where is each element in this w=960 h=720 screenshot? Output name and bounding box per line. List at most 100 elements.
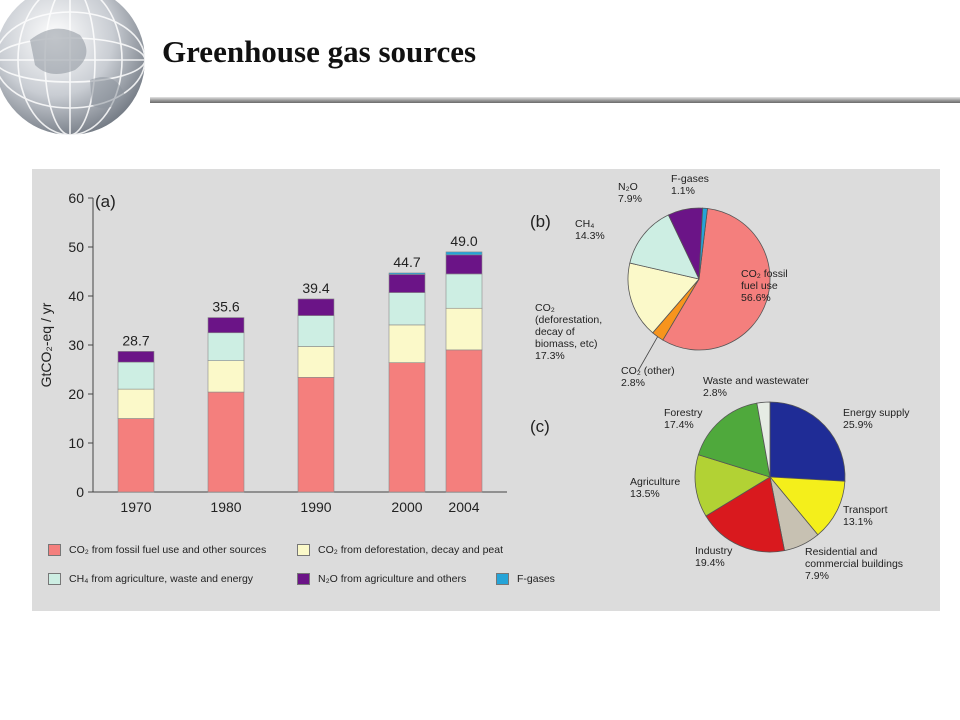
- panel-label-c: (c): [530, 417, 550, 436]
- y-tick-label: 50: [68, 239, 84, 255]
- pie-slice: [662, 208, 771, 351]
- pie-slice-value: 56.6%: [741, 292, 771, 304]
- pie-slice-value: 13.5%: [630, 488, 660, 500]
- pie-slice-label: commercial buildings: [805, 558, 903, 570]
- pie-slice-value: 17.4%: [664, 419, 694, 431]
- legend-label: CO₂ from deforestation, decay and peat: [318, 544, 504, 556]
- bar-segment: [207, 391, 245, 493]
- y-tick-label: 60: [68, 190, 84, 206]
- globe-logo: [0, 0, 146, 136]
- figure-panel: 0 10 20 30 40 50 60 (a) GtCO₂-eq / yr 28.7 1970 35.…: [32, 169, 940, 611]
- pie-slice-value: 2.8%: [703, 387, 727, 399]
- pie-slice-value: 7.9%: [618, 193, 642, 205]
- legend-label: CO₂ from fossil fuel use and other sourc…: [69, 544, 267, 556]
- pie-slice-value: 7.9%: [805, 570, 829, 582]
- legend-swatch: [496, 573, 509, 585]
- bar-segment: [117, 388, 155, 419]
- y-tick-label: 20: [68, 386, 84, 402]
- y-tick-label: 10: [68, 435, 84, 451]
- bar-chart: 0 10 20 30 40 50 60 (a) GtCO₂-eq / yr 28.7 1970 35.…: [38, 190, 507, 515]
- legend-item: F-gases: [496, 573, 555, 585]
- y-axis-label: GtCO₂-eq / yr: [38, 302, 54, 387]
- slide-title: Greenhouse gas sources: [162, 34, 477, 69]
- legend-item: CH₄ from agriculture, waste and energy: [48, 573, 253, 585]
- legend-label: N₂O from agriculture and others: [318, 573, 467, 585]
- pie-slice: [697, 402, 771, 478]
- bar-total-label: 39.4: [302, 280, 329, 296]
- panel-label-a: (a): [95, 192, 116, 211]
- bar-segment: [207, 360, 245, 393]
- pie-slice-label: CO₂: [535, 302, 555, 314]
- pie-leader-line: [637, 336, 658, 372]
- bar-segment: [445, 273, 483, 309]
- title-divider: [150, 97, 960, 103]
- y-tick-label: 0: [76, 484, 84, 500]
- figure-canvas: 0 10 20 30 40 50 60 (a) GtCO₂-eq / yr 28.7 1970 35.…: [38, 173, 910, 582]
- bar-total-label: 28.7: [122, 332, 149, 348]
- x-tick-label: 2000: [391, 499, 422, 515]
- pie-slice-value: 25.9%: [843, 419, 873, 431]
- bar-segment: [388, 272, 426, 275]
- bar-segment: [117, 361, 155, 390]
- bar-segment: [445, 307, 483, 351]
- legend-label: F-gases: [517, 573, 555, 585]
- bar-segment: [117, 351, 155, 363]
- pie-slice-label: CO₂ (other): [621, 365, 675, 377]
- bar-segment: [207, 332, 245, 361]
- pie-slice-label: fuel use: [741, 280, 778, 292]
- pie-slice-label: Residential and: [805, 546, 878, 558]
- pie-slice-value: 2.8%: [621, 377, 645, 389]
- bar-total-label: 44.7: [393, 254, 420, 270]
- pie-slice-label: F-gases: [671, 173, 709, 185]
- pie-slice-label: decay of: [535, 326, 575, 338]
- pie-slice: [629, 214, 700, 280]
- pie-slice-value: 14.3%: [575, 230, 605, 242]
- pie-slice-label: CH₄: [575, 218, 594, 230]
- pie-slice: [627, 262, 700, 334]
- bar-total-label: 49.0: [450, 233, 477, 249]
- bar-segment: [297, 298, 335, 316]
- x-tick-label: 1970: [120, 499, 151, 515]
- y-tick-label: 40: [68, 288, 84, 304]
- bar-segment: [388, 274, 426, 293]
- legend-swatch: [297, 573, 310, 585]
- legend-item: N₂O from agriculture and others: [297, 573, 466, 585]
- bar-segment: [297, 346, 335, 378]
- pie-slice-value: 1.1%: [671, 185, 695, 197]
- legend-label: CH₄ from agriculture, waste and energy: [69, 573, 254, 585]
- bar-segment: [388, 362, 426, 493]
- pie-slice-value: 19.4%: [695, 557, 725, 569]
- x-tick-label: 2004: [448, 499, 479, 515]
- pie-slice-label: Transport: [843, 504, 888, 516]
- pie-slice-label: Industry: [695, 545, 733, 557]
- pie-slice-label: Forestry: [664, 407, 703, 419]
- pie-slice-value: 13.1%: [843, 516, 873, 528]
- bar-segment: [297, 377, 335, 493]
- bar-total-label: 35.6: [212, 299, 239, 315]
- pie-slice: [769, 401, 846, 482]
- y-tick-label: 30: [68, 337, 84, 353]
- pie-slice-label: CO₂ fossil: [741, 268, 788, 280]
- bar-segment: [117, 418, 155, 493]
- pie-slice-label: Waste and wastewater: [703, 375, 809, 387]
- pie-slice-value: 17.3%: [535, 350, 565, 362]
- pie-slice: [769, 476, 846, 536]
- bar-segment: [388, 292, 426, 326]
- legend-swatch: [48, 544, 61, 556]
- pie-slice: [756, 401, 771, 478]
- bar-segment: [207, 317, 245, 334]
- bar-segment: [445, 254, 483, 275]
- x-tick-label: 1980: [210, 499, 241, 515]
- pie-slice-label: Energy supply: [843, 407, 910, 419]
- pie-slice-label: Agriculture: [630, 476, 680, 488]
- bar-segment: [445, 251, 483, 256]
- pie-slice-label: biomass, etc): [535, 338, 597, 350]
- pie-slice-label: (deforestation,: [535, 314, 602, 326]
- legend-item: CO₂ from deforestation, decay and peat: [297, 544, 503, 556]
- pie-slice: [698, 207, 708, 280]
- bar-segment: [297, 315, 335, 347]
- legend-item: CO₂ from fossil fuel use and other sourc…: [48, 544, 266, 556]
- pie-slice: [694, 454, 771, 517]
